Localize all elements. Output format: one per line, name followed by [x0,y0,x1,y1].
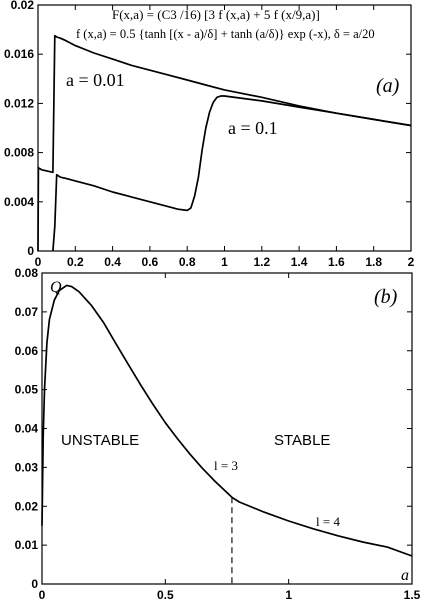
y-tick-label: 0.04 [15,422,39,436]
x-tick-label: 1.8 [365,255,382,269]
y-tick-label: 0.008 [4,146,34,160]
panel-b: 0 0.5 1 1.5 0 0.01 0.02 0.03 0.04 0.05 0.06 0.07 0.0… [15,266,421,602]
series-label-a-01: a = 0.1 [228,118,278,138]
panel-a-formula-line1: F(x,a) = (C3 /16) [3 f (x,a) + 5 f (x/9,… [112,7,320,22]
y-tick-label: 0.07 [15,305,39,319]
x-tick-label: 0.6 [142,255,159,269]
annotation-l4: l = 4 [316,514,340,529]
panel-b-curves [41,284,413,557]
y-tick-label: 0.02 [15,499,39,513]
panel-a-label: (a) [376,75,400,97]
y-tick-label: 0.06 [15,344,39,358]
y-tick-label: 0 [27,244,34,258]
x-tick-label: 1.4 [291,255,308,269]
x-tick-label: 0.2 [67,255,84,269]
region-label-stable: STABLE [274,432,330,449]
x-tick-label: 0.5 [157,588,174,602]
x-tick-label: 1.2 [253,255,270,269]
panel-b-xlabel: a [401,567,409,584]
x-tick-label: 1 [221,255,228,269]
x-tick-label: 0 [39,588,46,602]
region-label-unstable: UNSTABLE [61,432,139,449]
y-tick-label: 0.02 [11,0,35,12]
y-tick-label: 0.016 [4,47,34,61]
panel-b-label: (b) [374,286,398,308]
y-tick-label: 0.004 [4,195,34,209]
series-line-a-1 [52,95,412,252]
x-tick-label: 1 [285,588,292,602]
x-tick-label: 1.6 [328,255,345,269]
panel-a-ticks: 0 0.2 0.4 0.6 0.8 1 1.2 1.4 1.6 1.8 2 0 0.004 0.008 0.… [4,0,415,269]
panel-b-plot-frame [41,272,413,585]
series-label-a-001: a = 0.01 [66,70,125,90]
series-line-a-0 [37,34,412,252]
y-tick-label: 0.012 [4,96,34,110]
series-line-b-0 [41,284,413,557]
x-tick-label: 1.5 [404,588,421,602]
panel-b-ticks: 0 0.5 1 1.5 0 0.01 0.02 0.03 0.04 0.05 0.06 0.07 0.0… [15,266,421,602]
panel-a-formula-line2: f (x,a) = 0.5 {tanh [(x - a)/δ] + tanh (… [76,27,375,41]
panel-a: 0 0.2 0.4 0.6 0.8 1 1.2 1.4 1.6 1.8 2 0 0.004 0.008 0.… [4,0,415,269]
panel-b-ylabel: Q [50,279,62,296]
panel-a-curves [37,34,412,252]
annotation-l3: l = 3 [214,458,238,473]
y-tick-label: 0 [31,577,38,591]
x-tick-label: 0 [35,255,42,269]
y-tick-label: 0.08 [15,266,39,280]
y-tick-label: 0.05 [15,383,39,397]
x-tick-label: 0.4 [104,255,121,269]
x-tick-label: 0.8 [179,255,196,269]
x-tick-label: 2 [408,255,415,269]
y-tick-label: 0.03 [15,460,39,474]
y-tick-label: 0.01 [15,538,39,552]
panel-a-plot-frame [37,4,412,252]
